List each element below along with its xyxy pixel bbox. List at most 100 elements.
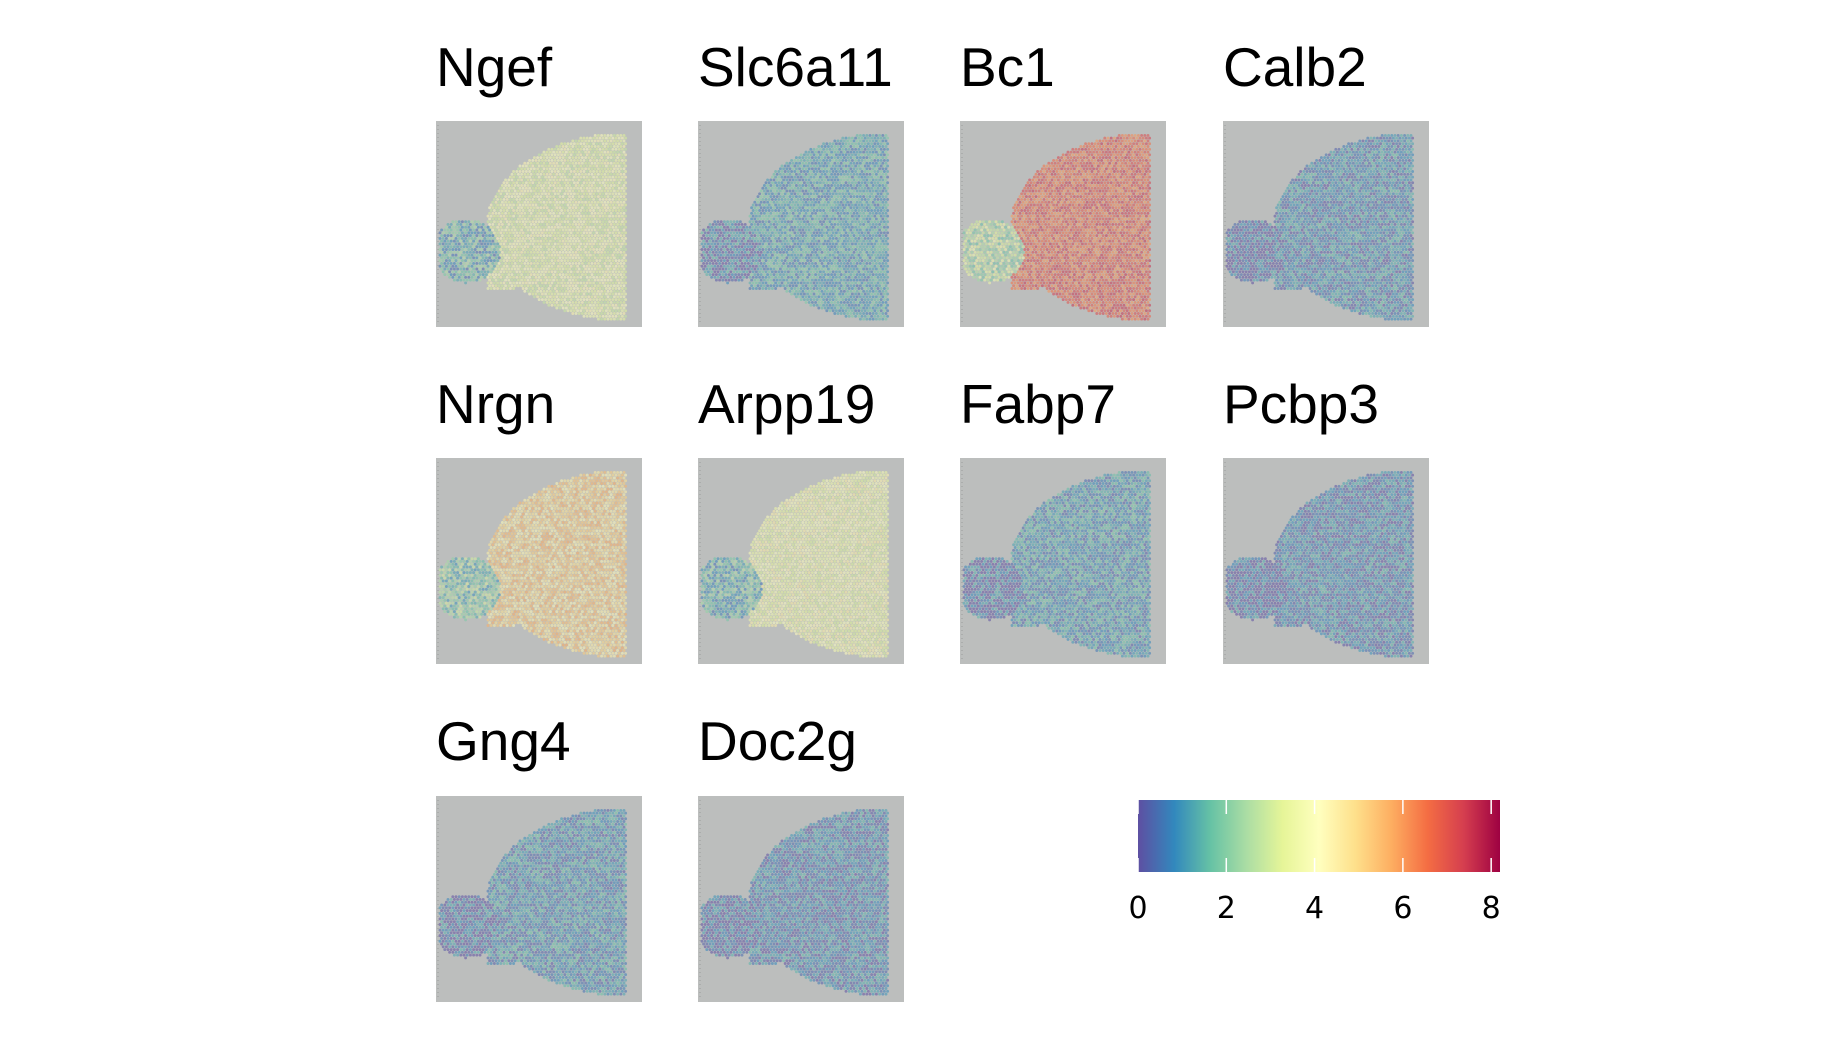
expression-spot: [460, 248, 464, 251]
expression-spot: [582, 281, 586, 285]
expression-spot: [520, 245, 524, 249]
expression-spot: [596, 133, 600, 137]
expression-spot: [825, 142, 829, 146]
expression-spot: [786, 275, 790, 279]
expression-spot: [614, 303, 618, 307]
expression-spot: [799, 203, 803, 207]
expression-spot: [798, 200, 802, 204]
expression-spot: [772, 273, 776, 277]
expression-spot: [873, 197, 877, 201]
expression-spot: [863, 203, 867, 207]
expression-spot: [601, 264, 605, 268]
expression-spot: [886, 136, 890, 140]
expression-spot: [868, 178, 872, 182]
expression-spot: [619, 195, 623, 199]
expression-spot: [762, 234, 766, 238]
expression-spot: [854, 209, 858, 212]
expression-spot: [841, 270, 845, 274]
expression-spot: [729, 248, 733, 251]
expression-spot: [592, 314, 596, 318]
expression-spot: [500, 200, 504, 204]
expression-spot: [778, 206, 782, 210]
expression-spot: [844, 236, 848, 240]
expression-spot: [560, 186, 564, 190]
expression-spot: [882, 186, 886, 190]
expression-spot: [609, 156, 613, 160]
expression-spot: [809, 259, 813, 263]
expression-spot: [612, 206, 616, 210]
expression-spot: [515, 242, 519, 246]
expression-spot: [539, 278, 543, 282]
expression-spot: [545, 150, 549, 154]
expression-spot: [526, 211, 530, 215]
expression-spot: [563, 298, 567, 302]
expression-spot: [529, 289, 533, 293]
expression-spot: [502, 248, 506, 251]
expression-spot: [782, 178, 786, 182]
expression-spot: [793, 209, 797, 212]
expression-spot: [532, 239, 536, 243]
expression-spot: [852, 189, 856, 193]
expression-spot: [481, 228, 485, 232]
expression-spot: [786, 242, 790, 246]
expression-spot: [518, 192, 522, 196]
expression-spot: [846, 250, 850, 254]
expression-spot: [492, 281, 496, 285]
expression-spot: [448, 253, 452, 257]
expression-spot: [624, 309, 628, 313]
expression-spot: [518, 281, 522, 285]
expression-spot: [464, 281, 468, 285]
expression-spot: [713, 270, 717, 274]
expression-spot: [842, 217, 846, 221]
expression-spot: [759, 256, 763, 260]
expression-spot: [553, 225, 557, 229]
expression-spot: [507, 228, 511, 232]
expression-spot: [540, 186, 544, 190]
expression-spot: [870, 136, 874, 140]
expression-spot: [767, 186, 771, 190]
expression-spot: [566, 164, 570, 168]
expression-spot: [572, 248, 576, 251]
expression-spot: [882, 231, 886, 235]
expression-spot: [611, 303, 615, 307]
expression-spot: [852, 206, 856, 210]
expression-spot: [806, 175, 810, 179]
expression-spot: [858, 211, 862, 215]
expression-spot: [785, 172, 789, 176]
expression-spot: [606, 139, 610, 143]
expression-spot: [500, 278, 504, 282]
expression-spot: [566, 175, 570, 179]
expression-spot: [778, 239, 782, 243]
expression-spot: [770, 236, 774, 240]
expression-spot: [563, 281, 567, 285]
expression-spot: [587, 145, 591, 148]
expression-spot: [817, 222, 821, 226]
expression-spot: [624, 203, 628, 207]
expression-spot: [561, 261, 565, 265]
expression-spot: [576, 253, 580, 257]
expression-spot: [577, 184, 581, 187]
expression-spot: [544, 153, 548, 157]
expression-spot: [560, 236, 564, 240]
expression-spot: [814, 189, 818, 193]
expression-spot: [746, 245, 750, 249]
expression-spot: [857, 142, 861, 146]
expression-spot: [823, 211, 827, 215]
expression-spot: [734, 234, 738, 238]
expression-spot: [828, 192, 832, 196]
expression-spot: [844, 142, 848, 146]
expression-spot: [515, 264, 519, 268]
expression-spot: [879, 147, 883, 151]
expression-spot: [584, 195, 588, 199]
expression-spot: [576, 264, 580, 268]
expression-spot: [834, 197, 838, 201]
expression-spot: [620, 292, 624, 296]
expression-spot: [555, 195, 559, 199]
expression-spot: [794, 217, 798, 221]
expression-spot: [823, 273, 827, 277]
expression-spot: [738, 275, 742, 279]
expression-spot: [818, 181, 822, 185]
expression-spot: [539, 200, 543, 204]
expression-spot: [528, 186, 532, 190]
expression-spot: [518, 170, 522, 173]
